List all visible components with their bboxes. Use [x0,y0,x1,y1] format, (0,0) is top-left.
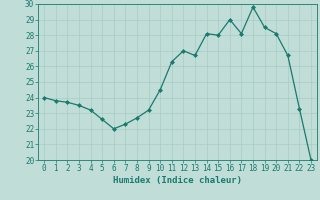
X-axis label: Humidex (Indice chaleur): Humidex (Indice chaleur) [113,176,242,185]
